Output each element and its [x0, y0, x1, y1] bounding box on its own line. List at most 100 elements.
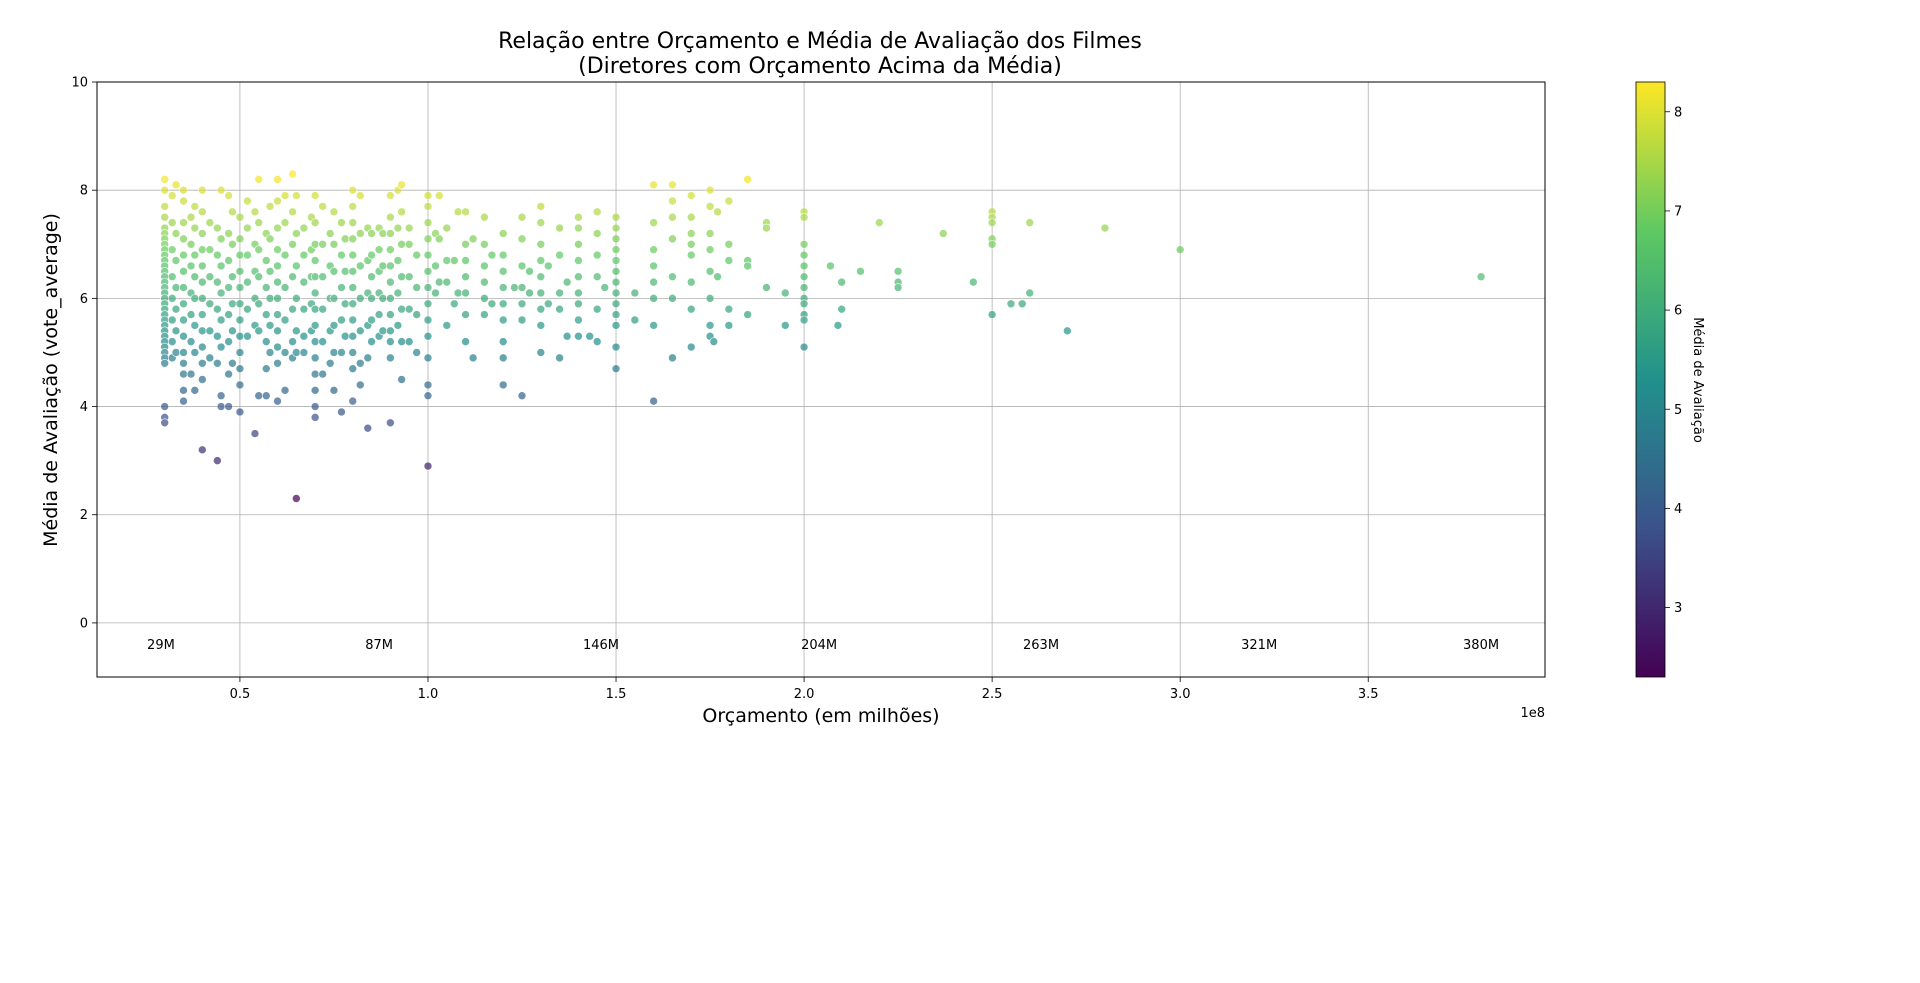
scatter-point — [265, 321, 275, 330]
scatter-point — [167, 315, 177, 325]
scatter-point — [273, 326, 282, 336]
scatter-point — [213, 331, 222, 341]
scatter-point — [412, 283, 421, 292]
scatter-point — [386, 337, 395, 346]
scatter-point — [498, 283, 508, 292]
scatter-point — [705, 321, 715, 330]
scatter-point — [404, 272, 414, 282]
scatter-point — [686, 229, 696, 238]
scatter-point — [318, 337, 327, 346]
scatter-point — [480, 294, 489, 303]
scatter-point — [555, 250, 564, 260]
scatter-point — [198, 310, 207, 319]
colorbar — [1635, 81, 1666, 678]
scatter-point — [423, 191, 433, 200]
scatter-point — [337, 283, 346, 292]
scatter-point — [167, 245, 177, 254]
scatter-point — [198, 261, 207, 271]
scatter-point — [224, 337, 233, 346]
scatter-point — [310, 402, 320, 411]
scatter-point — [393, 288, 403, 298]
scatter-point — [299, 277, 309, 287]
scatter-point — [261, 391, 271, 401]
scatter-point — [611, 267, 621, 276]
scatter-point — [724, 196, 734, 206]
scatter-point — [265, 294, 275, 303]
scatter-point — [254, 326, 264, 336]
scatter-point — [555, 353, 564, 363]
scatter-point — [498, 337, 508, 346]
scatter-point — [179, 267, 188, 276]
scatter-point — [265, 267, 275, 276]
scatter-point — [310, 386, 320, 395]
colorbar-tick-label: 5 — [1674, 403, 1682, 418]
scatter-point — [837, 277, 846, 287]
scatter-point — [205, 353, 215, 363]
scatter-point — [292, 348, 301, 357]
scatter-point — [216, 342, 226, 352]
scatter-point — [423, 250, 433, 260]
chart-title-line2: (Diretores com Orçamento Acima da Média) — [578, 54, 1062, 79]
million-label: 380M — [1463, 638, 1499, 653]
scatter-point — [705, 294, 715, 303]
scatter-point — [273, 358, 282, 368]
scatter-point — [386, 418, 395, 428]
scatter-point — [261, 283, 271, 292]
scatter-point — [498, 250, 508, 260]
scatter-point — [213, 304, 222, 314]
colorbar-tick-label: 7 — [1674, 204, 1682, 219]
scatter-point — [355, 358, 365, 368]
scatter-point — [167, 191, 177, 200]
scatter-point — [743, 175, 752, 184]
scatter-point — [668, 180, 677, 190]
scatter-point — [1025, 288, 1035, 298]
scatter-point — [179, 358, 188, 368]
scatter-point — [649, 245, 658, 254]
scatter-point — [386, 326, 395, 336]
scatter-point — [171, 348, 181, 357]
scatter-point — [228, 239, 237, 249]
scatter-point — [299, 331, 309, 341]
scatter-point — [363, 353, 373, 363]
scatter-point — [171, 283, 181, 292]
scatter-point — [310, 321, 320, 330]
scatter-point — [160, 175, 169, 184]
scatter-point — [167, 218, 177, 227]
scatter-point — [592, 250, 602, 260]
scatter-point — [386, 261, 395, 271]
scatter-point — [186, 239, 196, 249]
scatter-point — [198, 358, 207, 368]
scatter-point — [329, 348, 339, 357]
data-points — [160, 169, 1486, 503]
scatter-point — [668, 272, 677, 282]
scatter-point — [299, 223, 309, 233]
scatter-point — [254, 175, 264, 184]
scatter-point — [261, 337, 271, 346]
scatter-point — [337, 250, 346, 260]
scatter-point — [686, 212, 696, 222]
million-label: 87M — [365, 638, 393, 653]
scatter-point — [235, 250, 245, 260]
grid-lines — [97, 81, 1545, 677]
colorbar-tick-label: 8 — [1674, 105, 1682, 120]
scatter-point — [536, 256, 546, 265]
scatter-point — [517, 212, 527, 222]
scatter-point — [826, 261, 835, 271]
scatter-point — [348, 202, 358, 211]
axis-ticks: 0.5 1.0 1.5 2.0 2.5 3.0 3.5 0 2 4 6 8 10 — [71, 76, 1378, 703]
scatter-point — [668, 196, 677, 206]
scatter-point — [705, 245, 715, 254]
scatter-point — [386, 191, 395, 200]
scatter-point — [228, 207, 237, 217]
scatter-point — [235, 212, 245, 222]
scatter-point — [190, 202, 200, 211]
scatter-point — [179, 234, 188, 244]
scatter-point — [762, 223, 771, 233]
scatter-point — [874, 218, 884, 227]
scatter-point — [480, 261, 489, 271]
scatter-point — [574, 331, 583, 341]
scatter-point — [288, 304, 297, 314]
scatter-point — [160, 402, 169, 411]
scatter-point — [273, 342, 282, 352]
scatter-point — [273, 175, 282, 184]
